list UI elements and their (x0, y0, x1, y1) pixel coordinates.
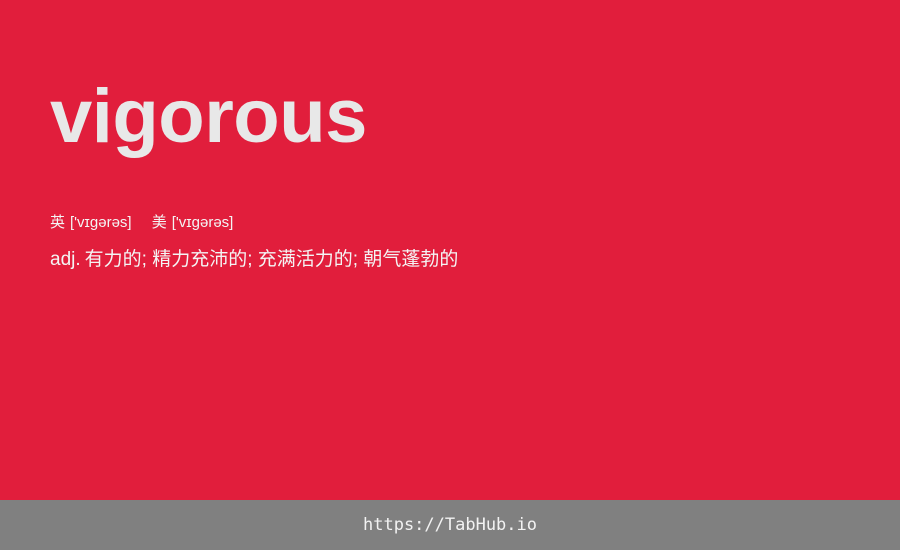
word-title: vigorous (50, 74, 367, 159)
tabhub-link[interactable]: https://TabHub.io (363, 515, 537, 535)
phonetics: 英 ['vɪgərəs] 美 ['vɪgərəs] (50, 212, 233, 234)
uk-label: 英 (50, 214, 66, 231)
definition-text: 有力的; 精力充沛的; 充满活力的; 朝气蓬勃的 (84, 249, 459, 270)
footer-bar: https://TabHub.io (0, 500, 900, 550)
uk-phonetic: 英 ['vɪgərəs] (50, 214, 136, 231)
us-phonetic: 美 ['vɪgərəs] (152, 214, 234, 231)
word-card: vigorous 英 ['vɪgərəs] 美 ['vɪgərəs] adj. 有力的… (50, 74, 459, 274)
part-of-speech: adj. (50, 249, 81, 270)
us-phonetic-text: ['vɪgərəs] (171, 214, 234, 231)
uk-phonetic-text: ['vɪgərəs] (70, 214, 132, 231)
definition: adj. 有力的; 精力充沛的; 充满活力的; 朝气蓬勃的 (50, 246, 458, 274)
us-label: 美 (151, 214, 167, 231)
